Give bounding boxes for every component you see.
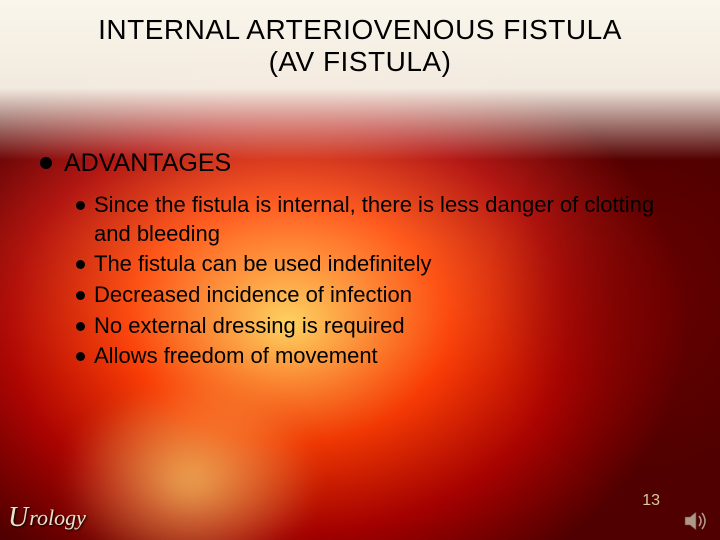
- bullet-text: No external dressing is required: [94, 312, 405, 341]
- bullet-text: The fistula can be used indefinitely: [94, 250, 432, 279]
- bullet-icon: [76, 291, 85, 300]
- list-item: The fistula can be used indefinitely: [76, 250, 680, 279]
- bullet-text: Since the fistula is internal, there is …: [94, 191, 680, 248]
- title-line-2: (AV FISTULA): [269, 46, 452, 77]
- bullet-icon: [40, 157, 52, 169]
- footer-logo: Urology: [8, 502, 86, 534]
- background-blob: [60, 380, 320, 540]
- list-item: No external dressing is required: [76, 312, 680, 341]
- list-item: Allows freedom of movement: [76, 342, 680, 371]
- slide: INTERNAL ARTERIOVENOUS FISTULA (AV FISTU…: [0, 0, 720, 540]
- logo-text: rology: [29, 505, 86, 531]
- speaker-icon[interactable]: [684, 510, 710, 532]
- bullet-icon: [76, 352, 85, 361]
- bullet-icon: [76, 201, 85, 210]
- list-item: Since the fistula is internal, there is …: [76, 191, 680, 248]
- list-item: Decreased incidence of infection: [76, 281, 680, 310]
- bullet-icon: [76, 260, 85, 269]
- bullet-text: Allows freedom of movement: [94, 342, 378, 371]
- logo-initial: U: [8, 502, 28, 534]
- bullet-icon: [76, 322, 85, 331]
- page-number: 13: [642, 492, 660, 510]
- title-line-1: INTERNAL ARTERIOVENOUS FISTULA: [98, 14, 622, 45]
- content-area: ADVANTAGES Since the fistula is internal…: [40, 148, 680, 373]
- bullet-list: Since the fistula is internal, there is …: [76, 191, 680, 371]
- slide-title: INTERNAL ARTERIOVENOUS FISTULA (AV FISTU…: [0, 14, 720, 78]
- bullet-text: Decreased incidence of infection: [94, 281, 412, 310]
- section-heading: ADVANTAGES: [64, 148, 231, 179]
- heading-row: ADVANTAGES: [40, 148, 680, 179]
